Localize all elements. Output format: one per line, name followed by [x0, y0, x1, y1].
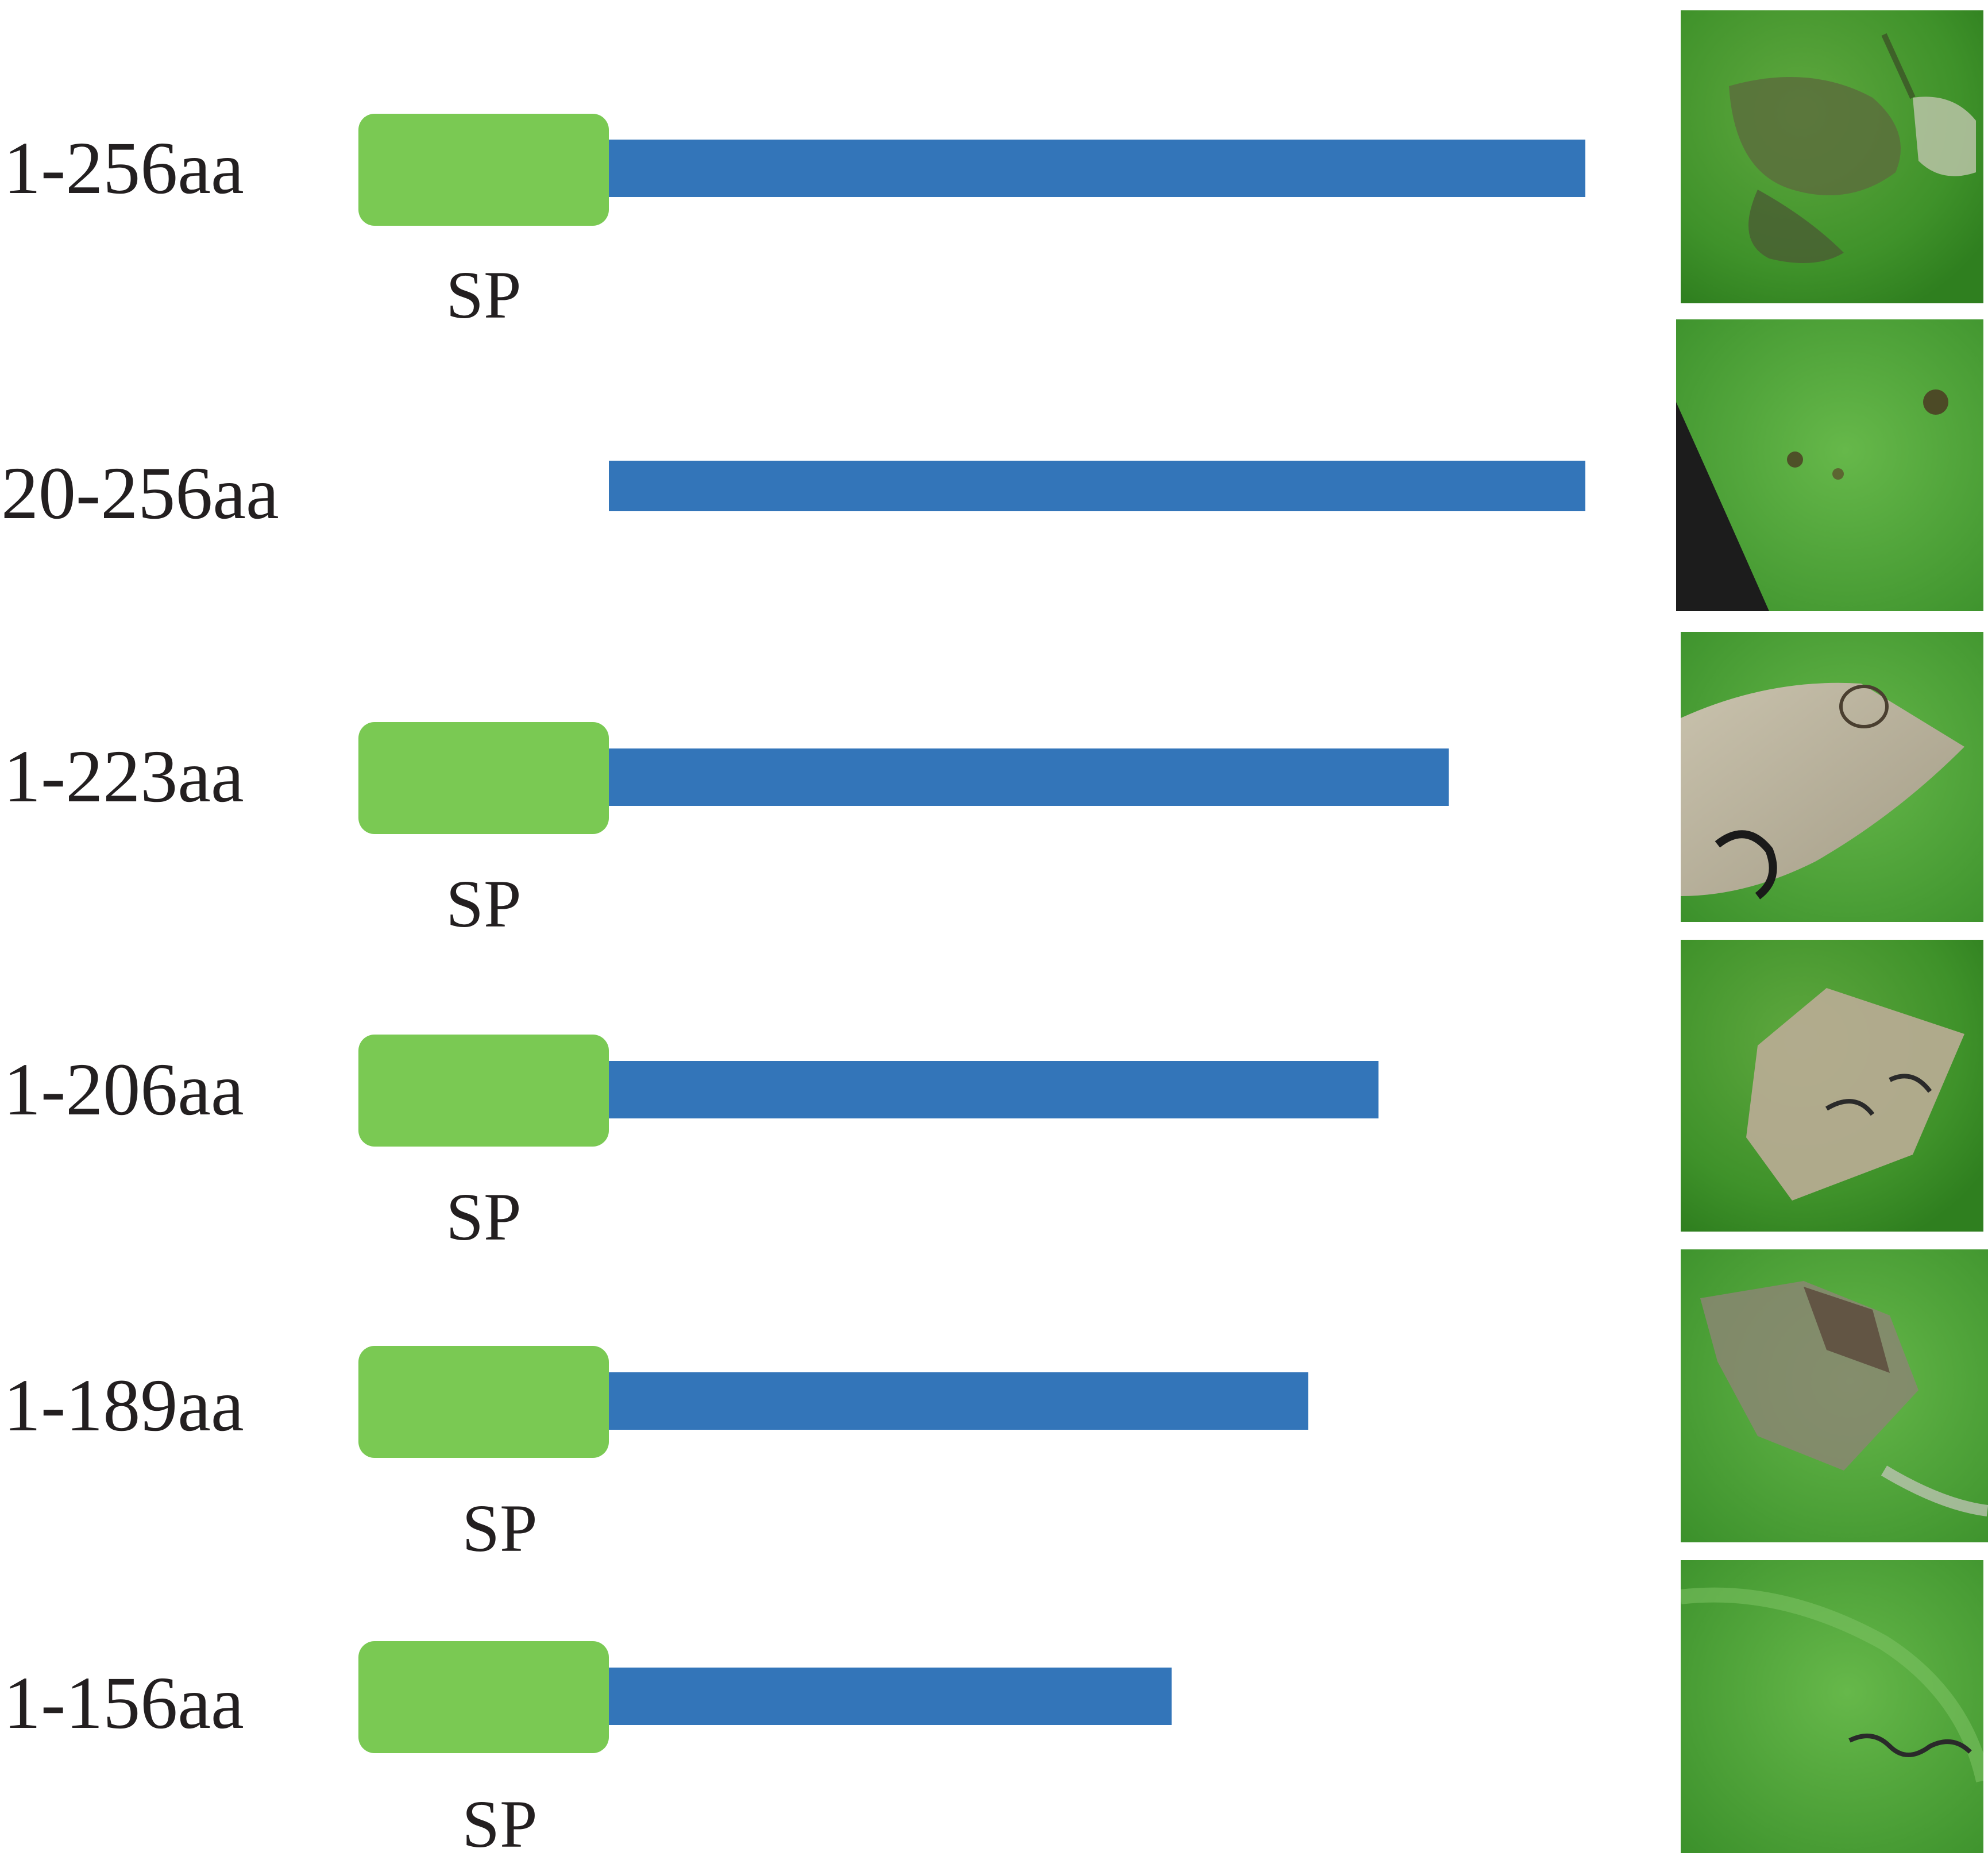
construct-label: 1-256aa [3, 127, 244, 210]
construct-row: 1-156aa SP [3, 1560, 1983, 1860]
construct-label: 20-256aa [1, 452, 279, 535]
construct-label: 1-223aa [3, 735, 244, 818]
protein-bar [609, 1061, 1379, 1118]
leaf-necrosis-photo [1681, 632, 1983, 922]
sp-domain [358, 722, 609, 834]
leaf-necrosis-photo [1681, 940, 1983, 1232]
protein-bar [609, 748, 1449, 806]
sp-label: SP [446, 866, 521, 941]
construct-row: 1-223aa SP [3, 632, 1983, 941]
protein-bar [609, 461, 1585, 511]
construct-row: 20-256aa [1, 319, 1983, 611]
construct-row: 1-206aa SP [3, 940, 1983, 1255]
sp-label: SP [462, 1491, 537, 1566]
leaf-healthy-photo [1676, 319, 1983, 611]
construct-row: 1-256aa SP [3, 10, 1983, 333]
leaf-lesion-photo [1681, 1560, 1983, 1853]
construct-label: 1-189aa [3, 1364, 244, 1447]
protein-bar [609, 1668, 1172, 1725]
sp-domain [358, 1035, 609, 1147]
sp-label: SP [462, 1786, 537, 1860]
sp-domain [358, 114, 609, 226]
construct-label: 1-206aa [3, 1048, 244, 1131]
construct-label: 1-156aa [3, 1662, 244, 1745]
sp-label: SP [446, 257, 521, 333]
leaf-necrosis-photo [1681, 1249, 1988, 1542]
protein-bar [609, 1372, 1308, 1430]
construct-row: 1-189aa SP [3, 1249, 1988, 1566]
sp-domain [358, 1346, 609, 1458]
sp-label: SP [446, 1179, 521, 1255]
protein-bar [609, 140, 1585, 197]
sp-domain [358, 1641, 609, 1753]
leaf-lesion-photo [1681, 10, 1983, 303]
